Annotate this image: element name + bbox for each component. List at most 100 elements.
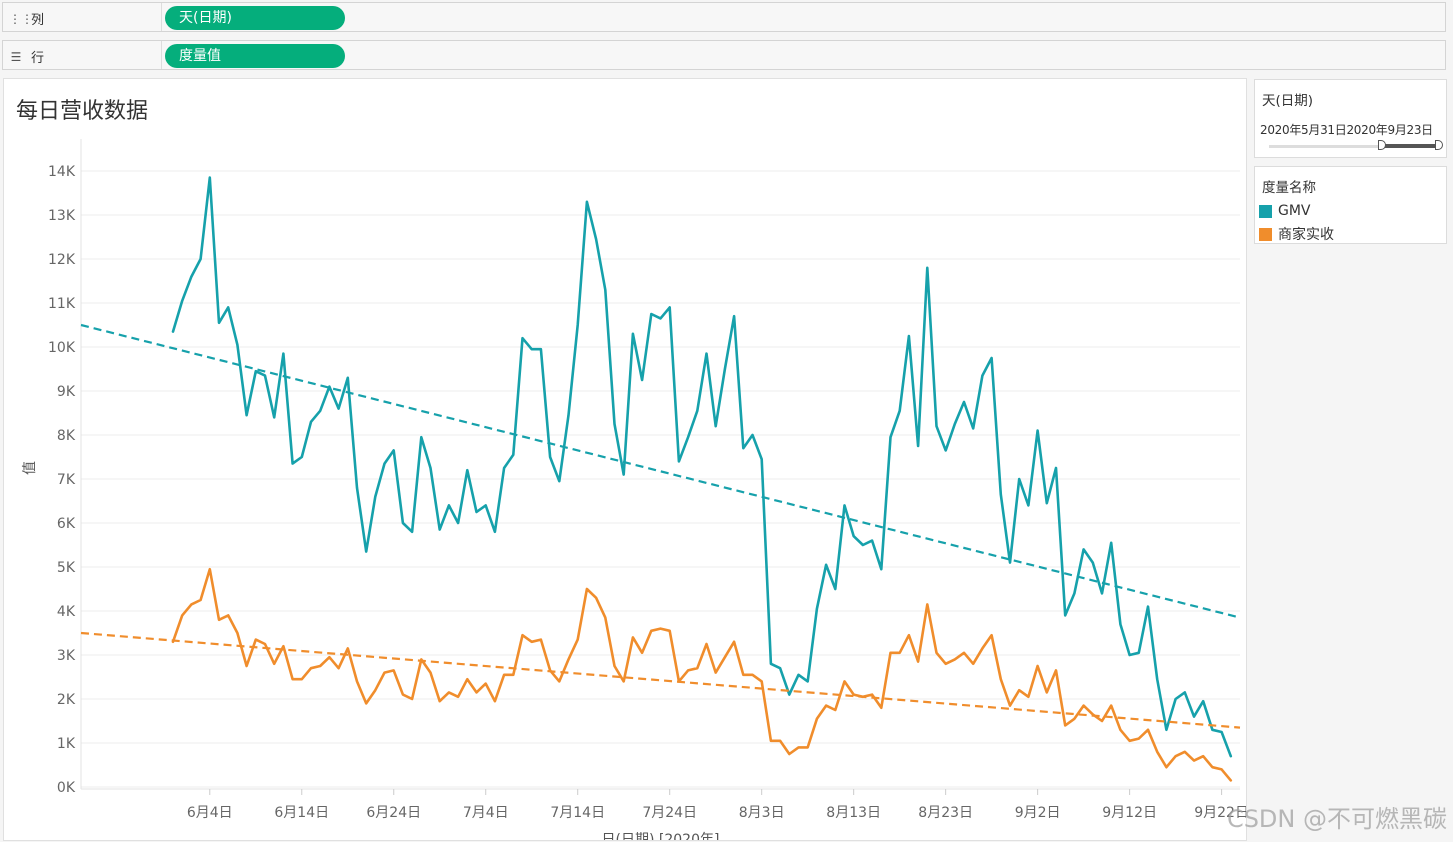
data-point-merchant xyxy=(916,659,921,664)
date-range-text: 2020年5月31日2020年9月23日 xyxy=(1260,123,1433,137)
data-point-merchant xyxy=(603,615,608,620)
data-point-gmv xyxy=(557,479,562,484)
x-tick-label: 9月2日 xyxy=(1015,805,1061,821)
data-point-merchant xyxy=(612,664,617,669)
data-point-merchant xyxy=(1072,716,1077,721)
data-point-merchant xyxy=(410,697,415,702)
legend-title: 度量名称 xyxy=(1262,180,1316,196)
data-point-gmv xyxy=(934,424,939,429)
data-point-merchant xyxy=(492,699,497,704)
data-point-merchant xyxy=(722,655,727,660)
data-point-gmv xyxy=(511,452,516,457)
data-point-merchant xyxy=(428,670,433,675)
data-point-merchant xyxy=(465,677,470,682)
date-filter-title: 天(日期) xyxy=(1262,93,1314,109)
data-point-merchant xyxy=(695,666,700,671)
data-point-gmv xyxy=(1026,503,1031,508)
data-point-merchant xyxy=(943,661,948,666)
data-point-merchant xyxy=(621,679,626,684)
data-point-merchant xyxy=(1026,694,1031,699)
data-point-merchant xyxy=(217,617,222,622)
date-slider-start-handle[interactable] xyxy=(1378,140,1386,150)
data-point-gmv xyxy=(870,538,875,543)
data-point-merchant xyxy=(897,650,902,655)
data-point-merchant xyxy=(456,694,461,699)
data-point-merchant xyxy=(419,657,424,662)
y-tick-label: 12K xyxy=(48,252,76,268)
date-slider-end-handle[interactable] xyxy=(1435,140,1443,150)
data-point-merchant xyxy=(998,677,1003,682)
data-point-merchant xyxy=(1136,736,1141,741)
data-point-gmv xyxy=(1127,653,1132,658)
rows-pill[interactable]: 度量值 xyxy=(165,44,345,68)
data-point-merchant xyxy=(814,716,819,721)
data-point-gmv xyxy=(548,455,553,460)
data-point-merchant xyxy=(1063,723,1068,728)
data-point-gmv xyxy=(676,459,681,464)
data-point-gmv xyxy=(612,422,617,427)
data-point-gmv xyxy=(1182,690,1187,695)
data-point-merchant xyxy=(299,677,304,682)
data-point-merchant xyxy=(778,738,783,743)
data-point-merchant xyxy=(787,752,792,757)
data-point-gmv xyxy=(1219,730,1224,735)
y-axis-title: 值 xyxy=(22,461,38,475)
data-point-gmv xyxy=(382,461,387,466)
data-point-merchant xyxy=(1044,690,1049,695)
x-tick-label: 8月23日 xyxy=(918,805,973,821)
data-point-merchant xyxy=(566,657,571,662)
data-point-gmv xyxy=(603,287,608,292)
data-point-gmv xyxy=(272,415,277,420)
x-axis-title: 日(日期) [2020年] xyxy=(602,832,720,840)
columns-pill[interactable]: 天(日期) xyxy=(165,6,345,30)
legend-item-merchant[interactable]: 商家实收 xyxy=(1259,224,1334,244)
data-point-merchant xyxy=(971,661,976,666)
rows-icon: ☰ xyxy=(10,49,22,64)
data-point-gmv xyxy=(529,347,534,352)
data-point-merchant xyxy=(824,703,829,708)
data-point-merchant xyxy=(1127,738,1132,743)
date-slider-track[interactable] xyxy=(1269,145,1439,148)
data-point-gmv xyxy=(428,466,433,471)
data-point-gmv xyxy=(1090,560,1095,565)
data-point-gmv xyxy=(520,336,525,341)
data-point-merchant xyxy=(989,633,994,638)
data-point-gmv xyxy=(971,426,976,431)
data-point-gmv xyxy=(171,329,176,334)
data-point-merchant xyxy=(529,639,534,644)
x-tick-label: 7月14日 xyxy=(550,805,605,821)
data-point-merchant xyxy=(207,567,212,572)
trend-line-gmv xyxy=(80,323,1241,619)
data-point-merchant xyxy=(474,690,479,695)
data-point-gmv xyxy=(226,305,231,310)
shelf-divider xyxy=(161,3,162,31)
data-point-gmv xyxy=(345,375,350,380)
y-tick-label: 6K xyxy=(57,516,76,532)
x-tick-label: 6月4日 xyxy=(187,805,233,821)
data-point-gmv xyxy=(998,492,1003,497)
data-point-gmv xyxy=(824,562,829,567)
data-point-gmv xyxy=(962,400,967,405)
data-point-gmv xyxy=(787,692,792,697)
data-point-merchant xyxy=(1090,712,1095,717)
data-point-gmv xyxy=(244,413,249,418)
legend-item-gmv[interactable]: GMV xyxy=(1259,203,1311,219)
data-point-merchant xyxy=(309,666,314,671)
data-point-gmv xyxy=(649,312,654,317)
data-point-gmv xyxy=(630,331,635,336)
data-point-merchant xyxy=(686,668,691,673)
data-point-merchant xyxy=(327,655,332,660)
x-tick-label: 9月12日 xyxy=(1102,805,1157,821)
data-point-merchant xyxy=(1182,749,1187,754)
data-point-gmv xyxy=(263,373,268,378)
line-chart[interactable]: 0K 1K 2K 3K 4K 5K 6K 7K 8K 9K 10K 11K 12K 13K 14K 6月4日 6… xyxy=(4,79,1246,840)
data-point-gmv xyxy=(732,314,737,319)
watermark: CSDN @不可燃黑碳 xyxy=(1226,805,1447,833)
data-point-merchant xyxy=(171,639,176,644)
data-point-gmv xyxy=(235,342,240,347)
data-point-gmv xyxy=(695,408,700,413)
data-point-gmv xyxy=(897,408,902,413)
data-point-gmv xyxy=(1228,754,1233,759)
data-point-merchant xyxy=(1035,664,1040,669)
x-tick-label: 6月14日 xyxy=(274,805,329,821)
